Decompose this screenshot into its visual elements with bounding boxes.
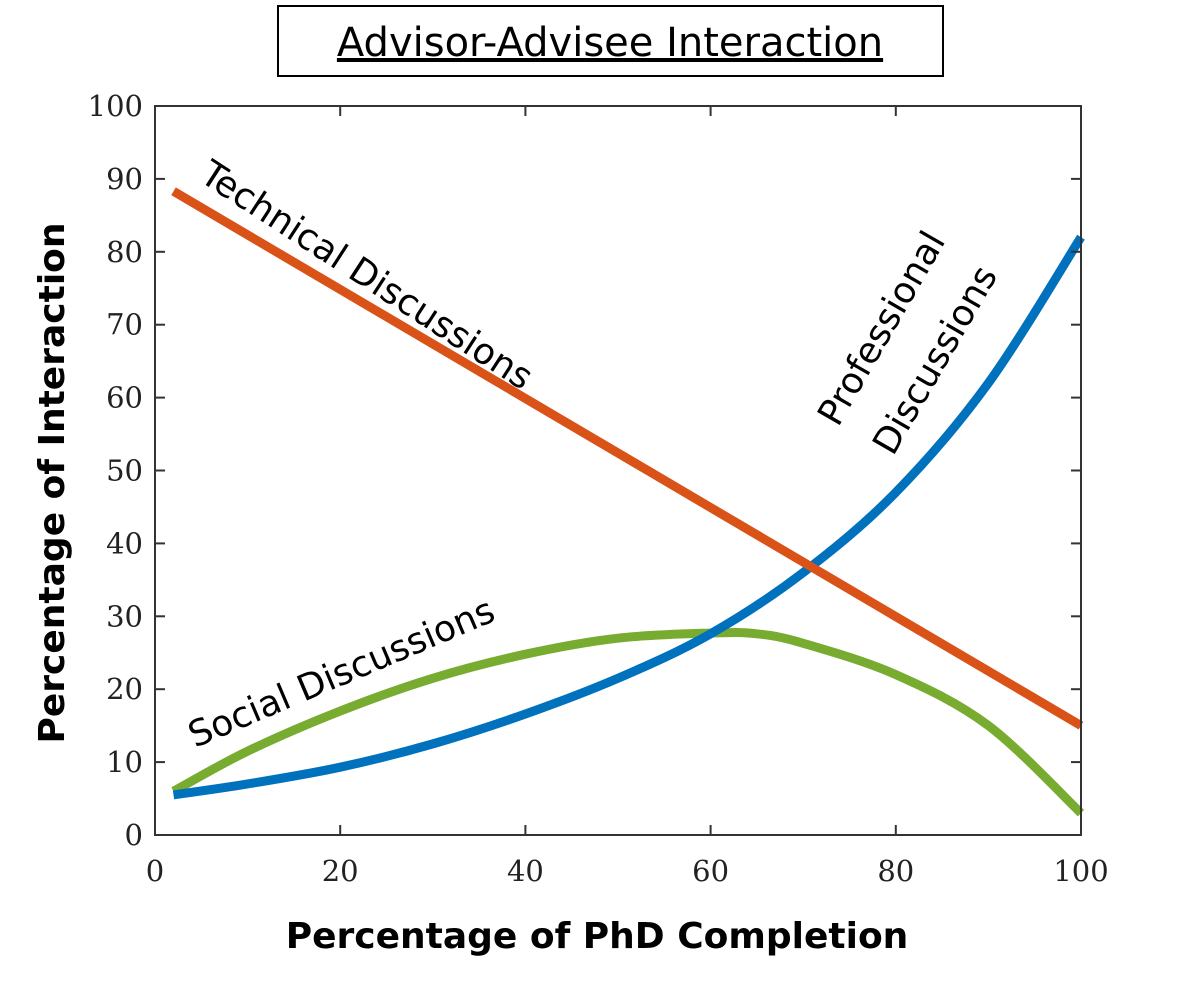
x-tick-label: 20 (322, 854, 359, 888)
chart-title-box (277, 5, 944, 77)
y-tick-label: 50 (106, 454, 143, 488)
x-axis-label: Percentage of PhD Completion (286, 916, 909, 957)
y-tick-label: 20 (106, 672, 143, 706)
y-tick-label: 30 (106, 599, 143, 633)
y-tick-label: 100 (88, 89, 143, 123)
series-label-technical: Technical Discussions (192, 153, 540, 399)
y-tick-label: 60 (106, 381, 143, 415)
series-layer (171, 187, 1085, 817)
x-tick-label: 60 (692, 854, 729, 888)
y-tick-label: 90 (106, 162, 143, 196)
y-tick-label: 0 (125, 818, 143, 852)
x-tick-label: 40 (507, 854, 544, 888)
y-tick-label: 10 (106, 745, 143, 779)
y-tick-label: 70 (106, 308, 143, 342)
series-line-social-discussions (171, 628, 1085, 817)
x-tick-label: 0 (146, 854, 164, 888)
y-tick-label: 40 (106, 526, 143, 560)
x-tick-label: 80 (877, 854, 914, 888)
y-axis-label: Percentage of Interaction (32, 222, 73, 743)
series-line-professional-discussions (172, 234, 1085, 800)
x-tick-label: 100 (1053, 854, 1108, 888)
chart-title: Advisor-Advisee Interaction (337, 20, 883, 66)
series-line-technical-discussions (171, 187, 1084, 730)
ticks-layer: 0 20 40 60 80 100 0 10 20 30 40 50 60 70 80 90 100 (88, 89, 1109, 888)
y-tick-label: 80 (106, 235, 143, 269)
